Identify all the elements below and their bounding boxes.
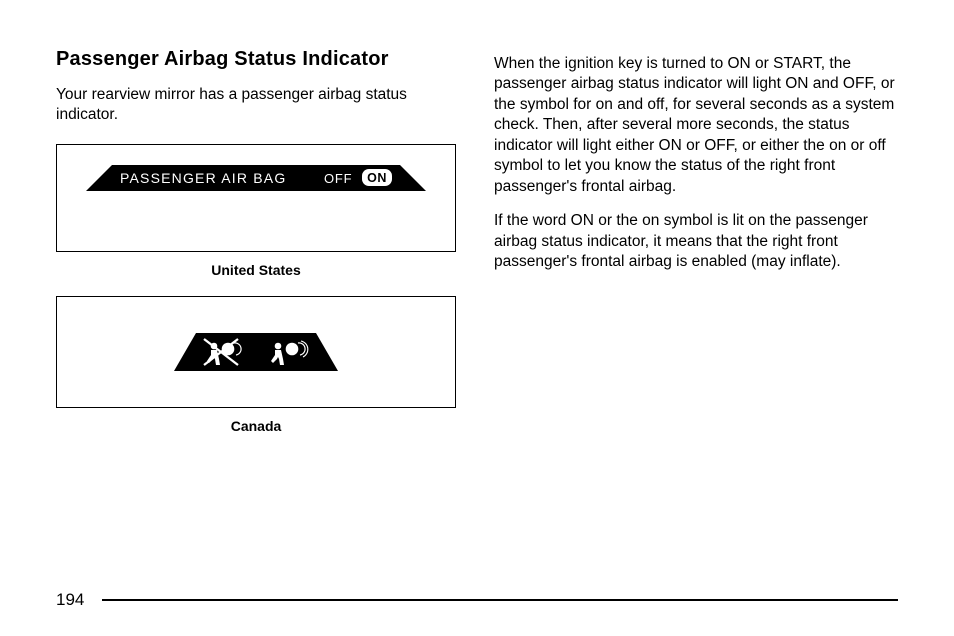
indicator-ca <box>174 333 338 371</box>
figure-us-caption: United States <box>56 262 456 278</box>
right-column: When the ignition key is turned to ON or… <box>494 48 898 434</box>
indicator-us-label: PASSENGER AIR BAG <box>120 170 286 186</box>
indicator-ca-shape <box>174 333 338 371</box>
indicator-us-on: ON <box>367 171 387 185</box>
left-column: Passenger Airbag Status Indicator Your r… <box>56 48 456 434</box>
figure-us: PASSENGER AIR BAG OFF ON <box>56 144 456 252</box>
intro-text: Your rearview mirror has a passenger air… <box>56 85 456 126</box>
page-number: 194 <box>56 590 84 610</box>
paragraph-2: If the word ON or the on symbol is lit o… <box>494 211 898 272</box>
indicator-us: PASSENGER AIR BAG OFF ON <box>86 165 426 193</box>
figure-ca <box>56 296 456 408</box>
page-footer: 194 <box>56 590 898 610</box>
figure-ca-caption: Canada <box>56 418 456 434</box>
footer-rule <box>102 599 898 601</box>
indicator-us-off: OFF <box>324 171 352 186</box>
section-title: Passenger Airbag Status Indicator <box>56 48 456 71</box>
paragraph-1: When the ignition key is turned to ON or… <box>494 54 898 197</box>
page-content: Passenger Airbag Status Indicator Your r… <box>56 48 898 434</box>
